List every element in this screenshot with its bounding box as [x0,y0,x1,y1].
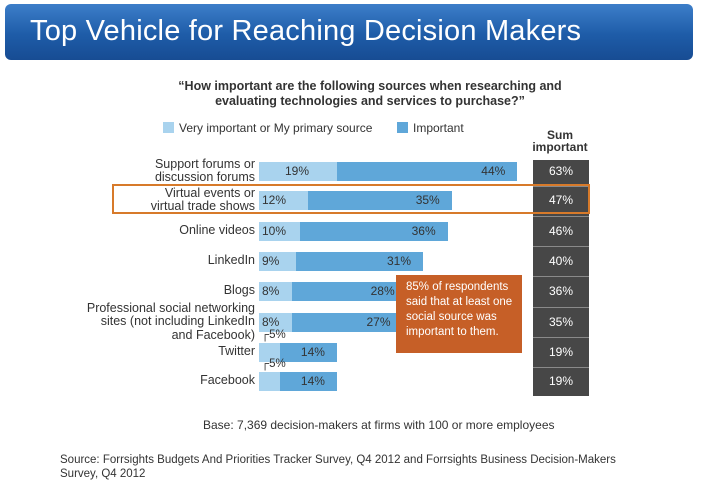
bar-important-professional-social-networking-sites-not-including-linkedin-and-facebook [291,312,403,332]
sum-separator [533,276,589,277]
subtitle-line-1: “How important are the following sources… [178,79,562,93]
data-label-very-important-facebook: ┌5% [261,357,286,370]
sum-value-linkedin: 40% [548,254,574,268]
bar-important-virtual-events-or-virtual-trade-shows [308,190,452,210]
data-label-very-important-virtual-events-or-virtual-trade-shows: 12% [262,193,287,207]
sum-separator [533,337,589,338]
bar-very-important-blogs [259,281,292,301]
sum-separator [533,185,589,187]
sum-value-blogs: 36% [548,284,574,298]
source-line-2: Survey, Q4 2012 [60,468,146,480]
category-label-blogs: Blogs [223,283,255,298]
data-label-important-linkedin: 31% [387,254,412,268]
data-label-important-blogs: 28% [370,284,395,298]
subtitle-line-2: evaluating technologies and services to … [215,94,525,108]
callout-line-4: important to them. [406,326,499,338]
source-line-1: Source: Forrsights Budgets And Prioritie… [60,454,616,466]
category-label-online-videos: Online videos [179,223,255,238]
data-label-very-important-linkedin: 9% [262,254,280,268]
legend-swatch-important [397,122,408,133]
base-note: Base: 7,369 decision-makers at firms wit… [203,418,555,432]
bar-very-important-professional-social-networking-sites-not-including-linkedin-and-facebook [259,312,292,332]
legend-important: Important [397,121,497,135]
category-label-twitter: Twitter [218,344,255,359]
category-label-virtual-events-or-virtual-trade-shows: Virtual events or virtual trade shows [150,185,255,213]
sum-value-twitter: 19% [548,345,574,359]
data-label-important-facebook: 14% [300,374,325,388]
highlight-box [112,184,590,214]
sum-value-online-videos: 46% [548,224,574,238]
data-label-important-online-videos: 36% [411,224,436,238]
chart-subtitle: “How important are the following sources… [150,79,590,109]
sum-header-line-2: important [532,140,588,154]
sum-column [533,160,589,396]
bar-important-support-forums-or-discussion-forums [336,161,518,181]
legend-swatch-very-important [163,122,174,133]
bar-very-important-virtual-events-or-virtual-trade-shows [259,190,309,210]
bar-very-important-support-forums-or-discussion-forums [259,161,337,181]
callout-box: 85% of respondents said that at least on… [396,275,522,353]
sum-value-professional-social-networking-sites-not-including-linkedin-and-facebook: 35% [548,315,574,329]
data-label-very-important-blogs: 8% [262,284,280,298]
data-label-very-important-support-forums-or-discussion-forums: 19% [285,164,310,178]
bar-important-online-videos [300,221,448,241]
bar-important-linkedin [295,251,423,271]
data-label-important-twitter: 14% [300,345,325,359]
sum-separator [533,366,589,368]
category-label-support-forums-or-discussion-forums: Support forums or discussion forums [154,156,255,184]
legend-very-important: Very important or My primary source [163,121,393,135]
sum-column-header: Sum important [520,129,600,153]
category-label-facebook: Facebook [200,373,255,388]
bar-important-twitter [279,342,337,362]
data-label-very-important-twitter: ┌5% [261,328,286,341]
data-label-important-virtual-events-or-virtual-trade-shows: 35% [415,193,440,207]
data-label-important-support-forums-or-discussion-forums: 44% [481,164,506,178]
legend-label-important: Important [413,121,464,135]
bar-very-important-linkedin [259,251,296,271]
data-label-important-professional-social-networking-sites-not-including-linkedin-and-facebook: 27% [366,315,391,329]
bar-very-important-online-videos [259,221,300,241]
sum-header-line-1: Sum [546,128,573,142]
data-label-very-important-professional-social-networking-sites-not-including-linkedin-and-facebook: 8% [262,315,280,329]
sum-separator [533,306,589,308]
source-note: Source: Forrsights Budgets And Prioritie… [60,453,660,481]
callout-line-1: 85% of respondents [406,281,509,293]
callout-line-3: social source was [406,311,497,323]
sum-separator [533,215,589,217]
sum-separator [533,246,589,247]
category-label-professional-social-networking-sites-not-including-linkedin-and-facebook: Professional social networking sites (not… [86,300,255,342]
callout-line-2: said that at least one [406,296,513,308]
sum-value-virtual-events-or-virtual-trade-shows: 47% [548,193,574,207]
legend-label-very-important: Very important or My primary source [179,121,373,135]
bar-important-facebook [279,371,337,391]
sum-value-support-forums-or-discussion-forums: 63% [548,164,574,178]
bar-very-important-facebook [259,371,280,391]
bar-very-important-twitter [259,342,280,362]
sum-value-facebook: 19% [548,374,574,388]
title-banner: Top Vehicle for Reaching Decision Makers [5,4,693,60]
bar-important-blogs [291,281,407,301]
chart-title: Top Vehicle for Reaching Decision Makers [30,15,582,47]
data-label-very-important-online-videos: 10% [262,224,287,238]
category-label-linkedin: LinkedIn [207,253,255,268]
